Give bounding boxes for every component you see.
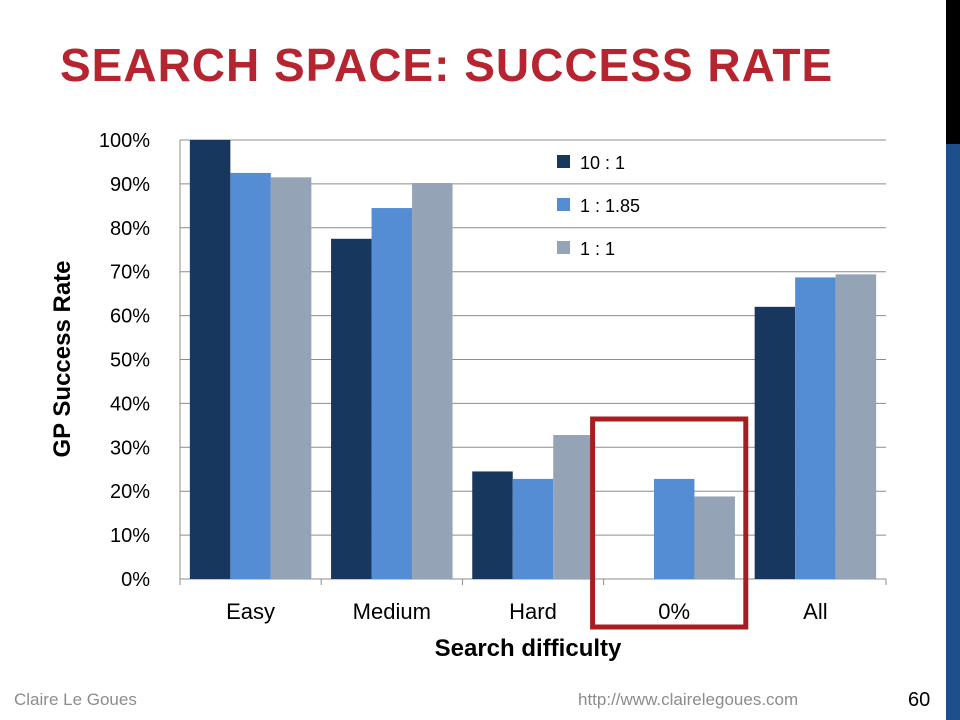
legend-label: 1 : 1 (580, 239, 615, 259)
bar (331, 238, 372, 579)
bar-chart: 0% 10% 20% 30% 40% 50% 60% 70% 80% 90% 100% Easy Med… (49, 130, 887, 662)
legend-label: 1 : 1.85 (580, 196, 640, 216)
y-tick-label: 50% (110, 350, 150, 372)
x-tick-label: Easy (226, 599, 275, 624)
legend-swatch (557, 198, 570, 211)
bar (412, 183, 453, 579)
bar (653, 478, 695, 579)
bar (270, 177, 312, 579)
right-edge-blue-bar (946, 144, 960, 720)
bar (371, 208, 413, 580)
bar (795, 277, 836, 579)
legend-label: 10 : 1 (580, 153, 625, 173)
bar (553, 435, 594, 579)
y-tick-label: 70% (110, 262, 150, 284)
bar (512, 478, 554, 579)
y-tick-label: 30% (110, 437, 150, 459)
bar (230, 172, 271, 580)
y-tick-label: 10% (110, 525, 150, 547)
y-axis-title: GP Success Rate (49, 260, 76, 457)
x-tick-label: 0% (658, 599, 690, 624)
y-tick-label: 40% (110, 393, 150, 415)
x-tick-label: Hard (509, 599, 557, 624)
slide-title: SEARCH SPACE: SUCCESS RATE (60, 39, 834, 91)
y-tick-label: 80% (110, 218, 150, 240)
bar (472, 471, 513, 579)
y-tick-label: 90% (110, 174, 150, 196)
bar (189, 140, 231, 579)
y-tick-label: 0% (121, 569, 150, 591)
bar (754, 306, 796, 579)
y-tick-label: 60% (110, 306, 150, 328)
x-tick-label: Medium (353, 599, 431, 624)
highlight-box (590, 416, 749, 630)
page-number: 60 (908, 689, 931, 711)
x-axis-title: Search difficulty (435, 635, 622, 662)
x-tick-label: All (803, 599, 827, 624)
legend-swatch (557, 241, 570, 254)
legend-swatch (557, 155, 570, 168)
footer-author: Claire Le Goues (14, 690, 137, 709)
y-tick-label: 100% (99, 130, 150, 152)
footer-url: http://www.clairelegoues.com (578, 690, 799, 709)
y-tick-label: 20% (110, 481, 150, 503)
bar (835, 274, 877, 579)
bar (694, 496, 735, 579)
right-edge-black-bar (946, 0, 960, 144)
